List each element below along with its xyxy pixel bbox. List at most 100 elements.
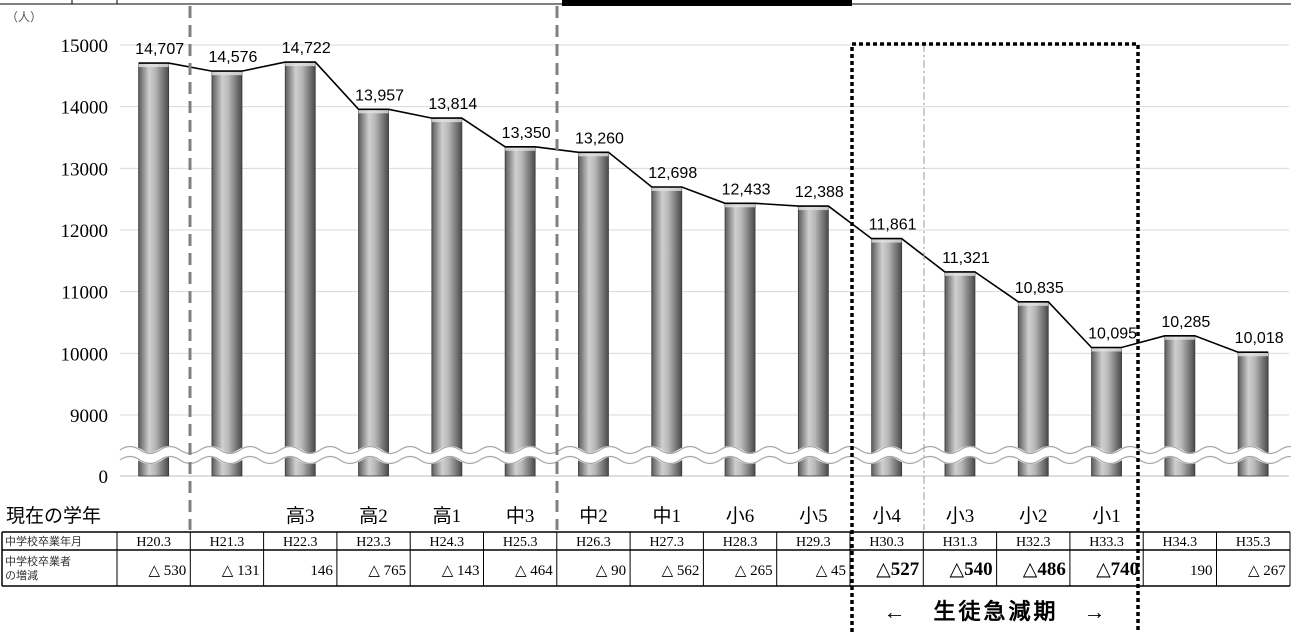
graduation-month-cell: H22.3	[283, 535, 318, 550]
grade-label: 中3	[506, 505, 535, 527]
graduate-change-cell: △ 143	[442, 563, 480, 579]
graduation-month-cell: H30.3	[869, 535, 904, 550]
graduate-change-cell: △527	[876, 559, 920, 580]
bar-top-cap	[505, 146, 536, 151]
data-label: 11,861	[869, 217, 917, 234]
graduation-month-cell: H20.3	[136, 535, 171, 550]
bar	[358, 108, 389, 477]
bar-top-cap	[285, 62, 316, 67]
row2-header-line2: の増減	[5, 568, 38, 582]
bar	[138, 62, 170, 477]
graduate-change-cell: △540	[949, 559, 992, 580]
graduation-month-cell: H25.3	[503, 535, 538, 550]
graduate-change-cell: 146	[310, 563, 333, 579]
graduate-change-cell: △ 267	[1248, 563, 1286, 579]
y-tick-label: 0	[99, 467, 109, 488]
bar-top-cap	[944, 271, 975, 276]
data-label: 13,350	[502, 125, 551, 142]
data-label: 10,835	[1015, 280, 1064, 297]
grade-label: 小2	[1019, 505, 1048, 527]
axis-break-line	[119, 445, 1291, 455]
bar	[944, 271, 976, 477]
data-label: 10,018	[1235, 330, 1284, 347]
graduation-month-cell: H28.3	[723, 535, 758, 550]
bar-top-cap	[1018, 301, 1049, 306]
bar-top-cap	[578, 152, 609, 157]
grade-label: 中2	[579, 505, 608, 527]
grade-label: 小4	[872, 505, 901, 527]
data-label: 13,814	[428, 96, 477, 113]
graduation-month-cell: H27.3	[649, 535, 684, 550]
y-tick-label: 15000	[61, 36, 109, 57]
bar	[431, 117, 463, 477]
data-label: 10,095	[1088, 325, 1137, 342]
data-label: 14,707	[135, 41, 184, 58]
graduate-change-cell: △ 45	[816, 563, 846, 579]
data-label: 12,388	[795, 184, 844, 201]
axis-break-line	[119, 455, 1291, 465]
bar	[871, 238, 903, 477]
grade-label: 小5	[799, 505, 828, 527]
bar-top-cap	[1091, 347, 1122, 352]
graduation-month-cell: H26.3	[576, 535, 611, 550]
y-tick-label: 11000	[61, 283, 108, 304]
bar-top-cap	[1238, 352, 1269, 357]
axis-break-band	[116, 446, 1291, 464]
y-tick-label: 12000	[61, 221, 109, 242]
grade-label: 小1	[1092, 505, 1121, 527]
graduate-change-cell: △ 765	[368, 563, 406, 579]
grade-header: 現在の学年	[6, 505, 101, 527]
data-label: 10,285	[1161, 314, 1210, 331]
top-highlight-bar	[562, 0, 852, 6]
graduate-change-cell: 190	[1190, 563, 1213, 579]
trend-line	[138, 61, 1269, 353]
grade-label: 小6	[726, 505, 755, 527]
graduation-month-cell: H21.3	[210, 535, 245, 550]
bar-top-cap	[651, 186, 682, 191]
bar	[211, 70, 243, 477]
y-tick-label: 10000	[61, 344, 109, 365]
grade-label: 高1	[433, 505, 462, 527]
y-tick-label: 14000	[61, 98, 109, 119]
bar	[651, 186, 683, 477]
graduate-change-cell: △486	[1023, 559, 1066, 580]
grade-label: 高2	[359, 505, 388, 527]
bar-top-cap	[138, 63, 169, 68]
bar-top-cap	[358, 109, 389, 114]
graduation-month-cell: H23.3	[356, 535, 391, 550]
bar	[797, 205, 829, 477]
bar	[284, 61, 316, 477]
graduation-month-cell: H35.3	[1236, 535, 1271, 550]
bar-top-cap	[431, 118, 462, 123]
y-tick-label: 9000	[70, 406, 108, 427]
graduation-month-cell: H24.3	[430, 535, 465, 550]
graduation-month-cell: H33.3	[1089, 535, 1124, 550]
bar	[504, 146, 536, 477]
y-unit-label: （人）	[6, 10, 42, 24]
graduation-month-cell: H34.3	[1163, 535, 1198, 550]
graduate-change-cell: △ 464	[515, 563, 553, 579]
graduation-month-cell: H29.3	[796, 535, 831, 550]
graduation-month-cell: H31.3	[943, 535, 978, 550]
data-label: 11,321	[942, 250, 990, 267]
data-label: 13,260	[575, 130, 624, 147]
bar-top-cap	[725, 203, 756, 208]
graduate-change-cell: △740	[1096, 559, 1139, 580]
grade-label: 中1	[652, 505, 681, 527]
bar	[1017, 301, 1049, 477]
data-label: 14,576	[208, 49, 257, 66]
graduate-change-cell: △ 562	[662, 563, 700, 579]
graduate-change-cell: △ 265	[735, 563, 773, 579]
graduate-change-cell: △ 131	[222, 563, 260, 579]
grade-label: 小3	[946, 505, 975, 527]
graduation-month-cell: H32.3	[1016, 535, 1051, 550]
bar	[578, 151, 609, 477]
bar-top-cap	[211, 71, 242, 76]
grade-label: 高3	[286, 505, 315, 527]
data-label: 12,698	[648, 165, 697, 182]
bar-top-cap	[871, 238, 902, 243]
bar-top-cap	[798, 206, 829, 211]
graduate-change-cell: △ 90	[596, 563, 626, 579]
rapid-decline-highlight-box	[850, 42, 1140, 632]
